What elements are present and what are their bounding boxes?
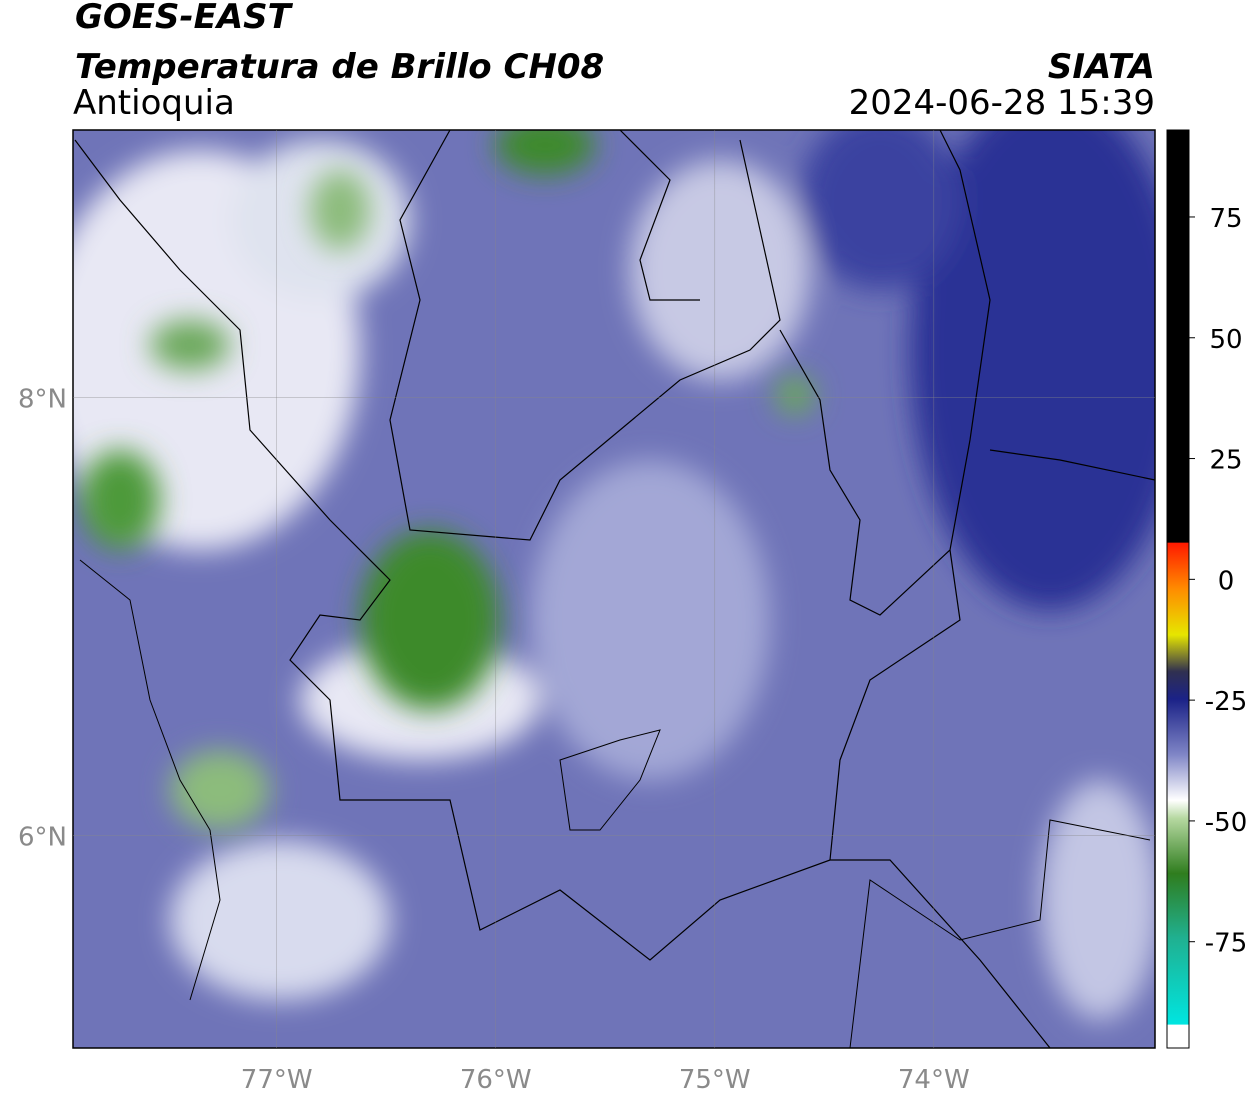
region: Antioquia	[73, 83, 235, 123]
colorbar-tick-label: 50	[1209, 325, 1242, 355]
x-tick-label: 76°W	[460, 1065, 532, 1095]
subtitle: Temperatura de Brillo CH08	[75, 47, 604, 87]
y-tick-label: 8°N	[18, 384, 67, 414]
colorbar-tick-label: -75	[1205, 929, 1247, 959]
colorbar	[1166, 129, 1190, 1049]
colorbar-tick-label: -25	[1205, 687, 1247, 717]
source: SIATA	[1048, 47, 1155, 87]
colorbar-tick-label: -50	[1205, 808, 1247, 838]
colorbar-tick-label: 75	[1209, 204, 1242, 234]
title: GOES-EAST	[75, 0, 294, 37]
x-tick-label: 75°W	[679, 1065, 751, 1095]
colorbar-tick-label: 25	[1209, 446, 1242, 476]
x-tick-label: 77°W	[241, 1065, 313, 1095]
colorbar-tick-label: 0	[1218, 566, 1235, 596]
map-frame	[72, 129, 1156, 1049]
timestamp: 2024-06-28 15:39	[849, 83, 1155, 123]
x-tick-label: 74°W	[898, 1065, 970, 1095]
map-image	[73, 130, 1155, 1048]
y-tick-label: 6°N	[18, 822, 67, 852]
